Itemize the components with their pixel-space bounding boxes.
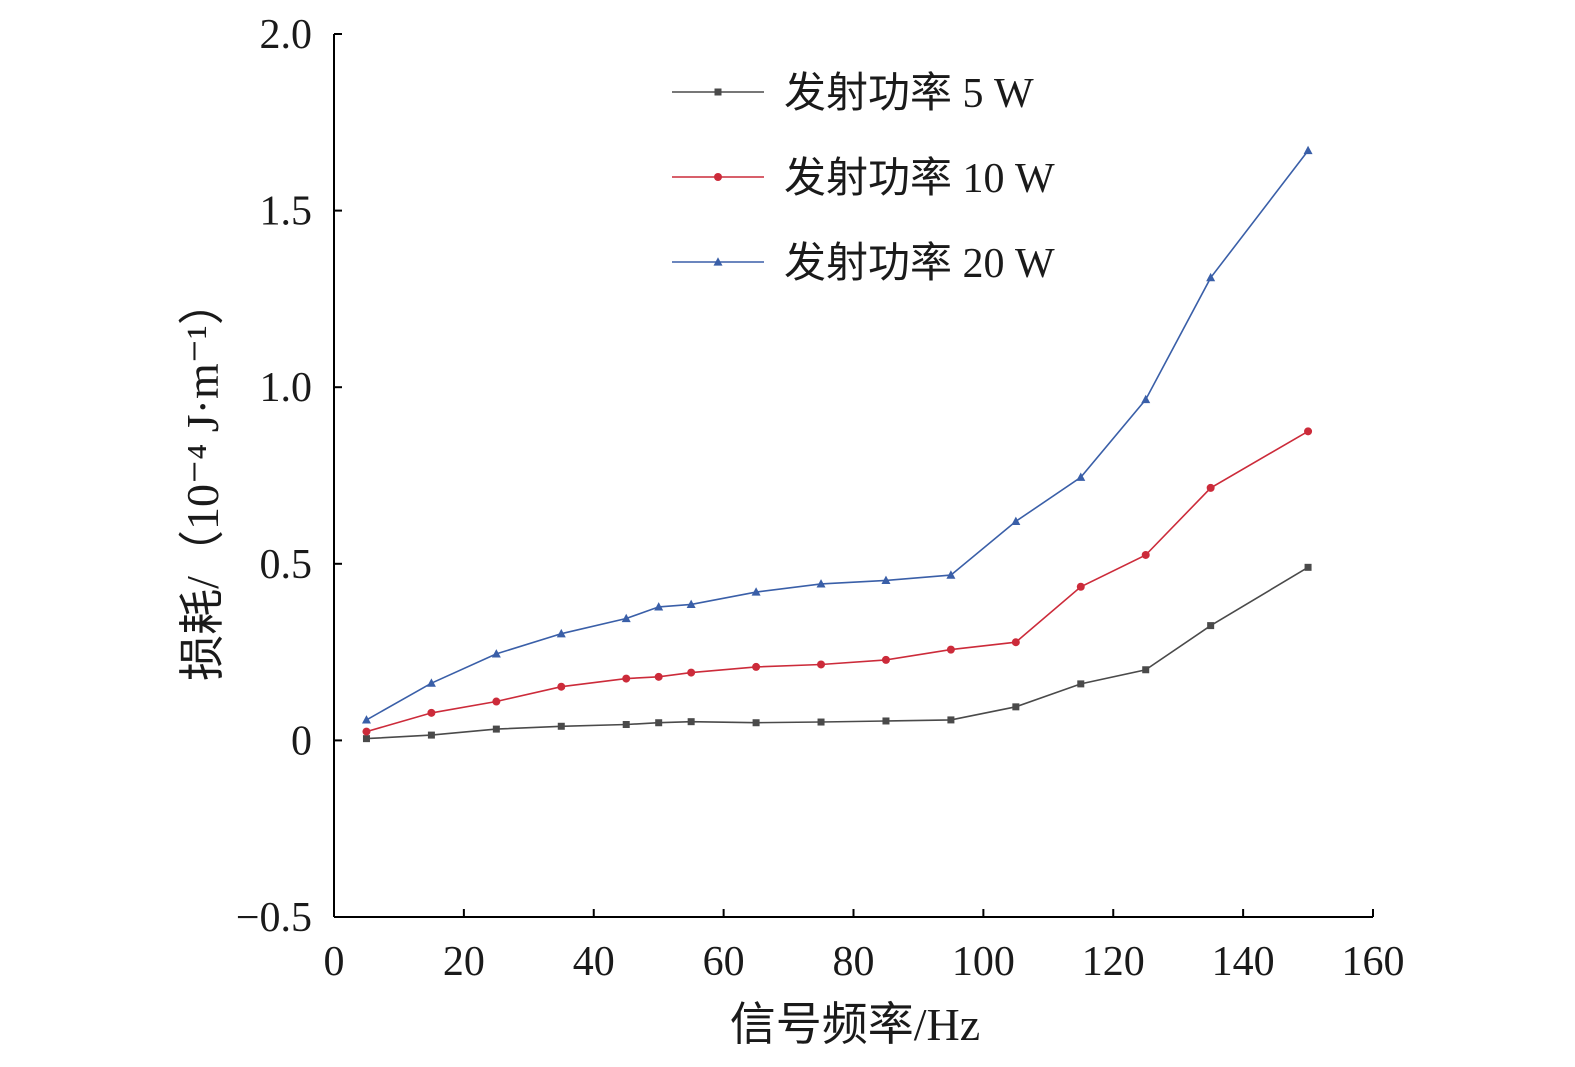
series-line (366, 150, 1309, 721)
series-line (366, 430, 1309, 733)
series-3 (361, 145, 1313, 724)
series-1 (362, 563, 1312, 743)
data-point (427, 708, 436, 717)
data-point (492, 697, 501, 706)
y-tick-label: 0.5 (260, 542, 313, 588)
data-point (1207, 622, 1215, 630)
data-point (1206, 483, 1215, 492)
x-tick-label: 80 (833, 939, 875, 985)
y-tick-label: 1.0 (260, 365, 313, 411)
data-point (492, 725, 500, 733)
y-tick-label: −0.5 (236, 895, 312, 941)
data-point (1141, 394, 1151, 404)
x-axis-title: 信号频率/Hz (730, 999, 980, 1050)
legend-marker (713, 257, 723, 266)
data-point (427, 731, 435, 739)
legend-marker (714, 173, 722, 181)
data-point (816, 579, 826, 588)
data-point (686, 599, 696, 609)
x-ticks: 0 20 40 60 80 100 120 140 160 (324, 909, 1405, 985)
legend: 发射功率 5 W 发射功率 10 W 发射功率 20 W (672, 70, 1055, 287)
data-point (1076, 472, 1086, 481)
data-point (426, 678, 436, 687)
x-tick-label: 160 (1342, 939, 1405, 985)
y-axis-title: 损耗/（10⁻⁴ J·m⁻¹） (177, 279, 228, 681)
data-point (491, 649, 501, 658)
x-tick-label: 0 (324, 939, 345, 985)
x-tick-label: 120 (1082, 939, 1145, 985)
data-point (622, 721, 630, 729)
data-point (751, 587, 761, 596)
data-point (556, 628, 566, 638)
legend-marker (714, 88, 722, 96)
data-point (881, 575, 891, 585)
data-point (817, 718, 825, 726)
data-point (752, 662, 761, 671)
data-point (557, 682, 566, 691)
data-point (622, 674, 631, 683)
legend-label: 发射功率 20 W (784, 240, 1055, 287)
legend-item: 发射功率 5 W (672, 70, 1034, 117)
data-point (947, 716, 955, 724)
data-point (1142, 666, 1150, 674)
x-tick-label: 60 (703, 939, 745, 985)
data-point (1076, 582, 1085, 591)
data-point (1304, 427, 1313, 436)
data-point (1141, 550, 1150, 559)
data-point (687, 668, 696, 677)
data-point (654, 602, 664, 611)
legend-item: 发射功率 10 W (672, 155, 1055, 202)
x-tick-label: 140 (1212, 939, 1275, 985)
x-tick-label: 100 (952, 939, 1015, 985)
y-tick-label: 0 (291, 718, 312, 764)
data-point (362, 735, 370, 743)
y-tick-label: 1.5 (260, 189, 313, 235)
data-point (882, 717, 890, 725)
y-tick-label: 2.0 (260, 12, 313, 58)
data-point (655, 719, 663, 727)
data-point (1077, 680, 1085, 688)
data-point (946, 645, 955, 654)
data-point (752, 719, 760, 727)
data-point (362, 727, 371, 736)
series-layer (361, 145, 1313, 743)
y-ticks: −0.5 0 0.5 1.0 1.5 2.0 (236, 12, 342, 941)
x-tick-label: 20 (443, 939, 485, 985)
data-point (687, 718, 695, 726)
data-point (881, 655, 890, 664)
data-point (1304, 563, 1312, 571)
data-point (817, 660, 826, 669)
data-point (1206, 272, 1216, 282)
data-point (1011, 638, 1020, 647)
data-point (654, 672, 663, 681)
data-point (1011, 516, 1021, 526)
x-tick-label: 40 (573, 939, 615, 985)
data-point (621, 613, 631, 623)
legend-label: 发射功率 10 W (784, 155, 1055, 202)
data-point (946, 570, 956, 579)
data-point (1012, 703, 1020, 711)
data-point (1303, 145, 1313, 155)
series-2 (362, 427, 1313, 736)
series-line (366, 566, 1309, 740)
data-point (557, 722, 565, 730)
legend-label: 发射功率 5 W (784, 70, 1034, 117)
data-point (361, 715, 371, 724)
legend-item: 发射功率 20 W (672, 240, 1055, 287)
